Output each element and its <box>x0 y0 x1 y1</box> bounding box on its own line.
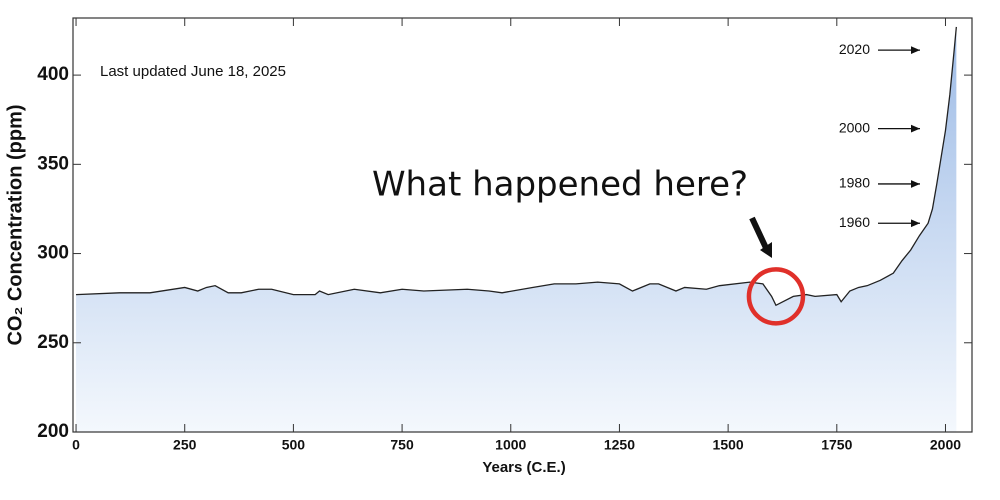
x-tick-label: 500 <box>282 437 306 453</box>
y-axis-label: CO₂ Concentration (ppm) <box>4 104 26 345</box>
x-tick-label: 250 <box>173 437 197 453</box>
x-tick-label: 750 <box>390 437 414 453</box>
y-tick-label: 200 <box>37 421 69 442</box>
x-tick-label: 1750 <box>821 437 852 453</box>
highlight-circle <box>746 267 806 326</box>
year-label: 2020 <box>839 41 870 57</box>
x-tick-label: 0 <box>72 437 80 453</box>
y-tick-label: 300 <box>37 243 69 264</box>
y-tick-label: 400 <box>37 64 69 85</box>
callout-arrow <box>749 216 769 250</box>
year-label: 2000 <box>839 119 870 135</box>
callout-arrow-head <box>760 242 772 258</box>
plot-frame <box>72 17 973 433</box>
area-fill <box>76 26 957 432</box>
year-label: 1960 <box>839 214 870 230</box>
y-tick-label: 350 <box>37 153 69 174</box>
callout-text: What happened here? <box>372 165 748 205</box>
update-note: Last updated June 18, 2025 <box>100 63 286 80</box>
x-axis-label: Years (C.E.) <box>482 459 565 476</box>
year-label: 1980 <box>839 175 870 191</box>
data-line <box>76 26 957 307</box>
x-tick-label: 1250 <box>604 437 635 453</box>
x-tick-label: 2000 <box>930 437 961 453</box>
x-tick-label: 1000 <box>495 437 526 453</box>
x-tick-label: 1500 <box>713 437 744 453</box>
y-tick-label: 250 <box>37 332 69 353</box>
